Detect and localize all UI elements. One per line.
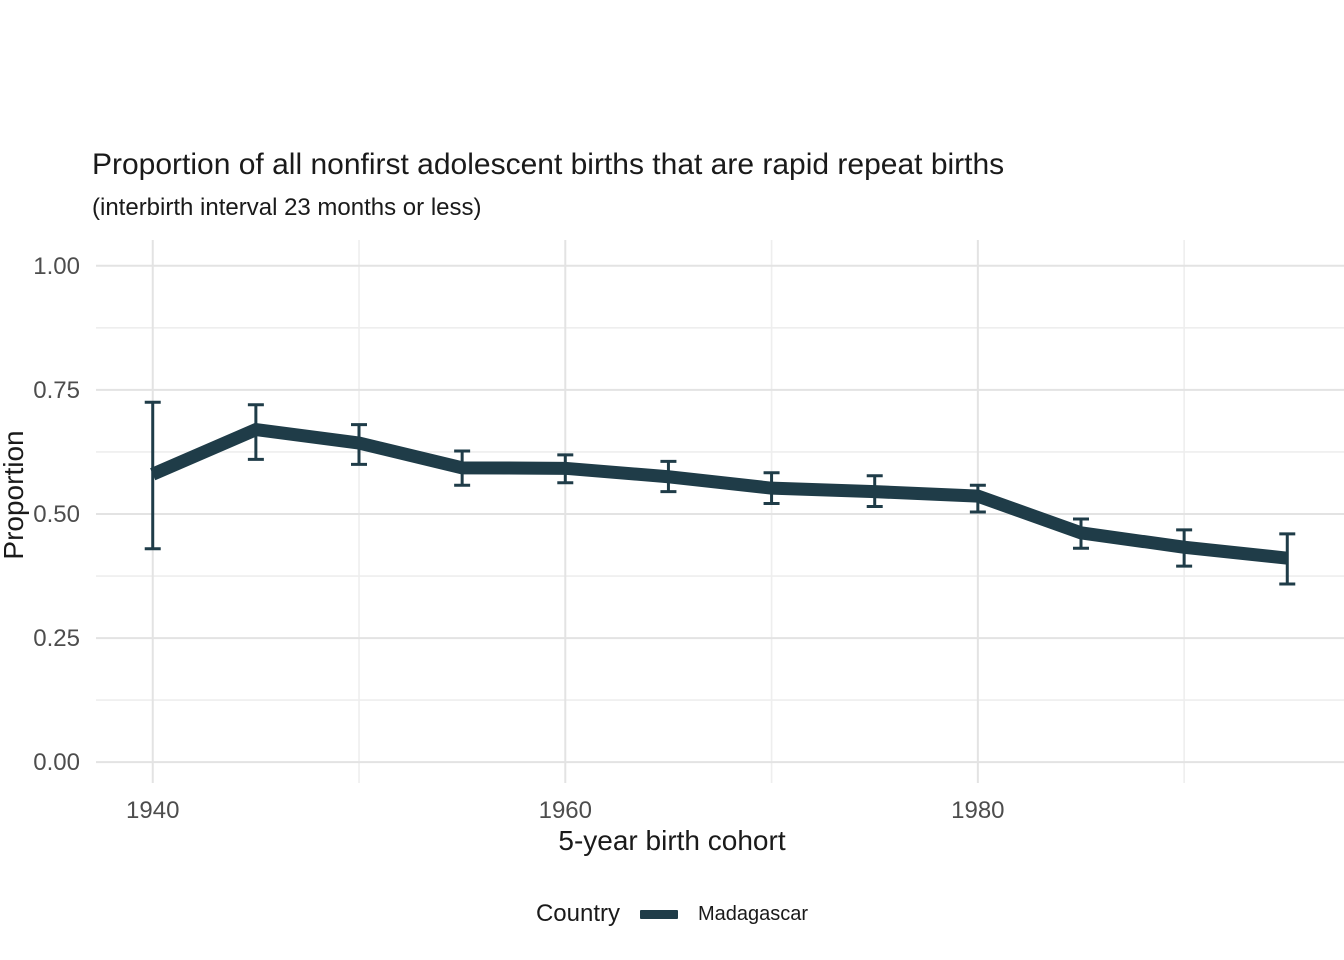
- y-tick-label: 0.25: [33, 625, 80, 652]
- chart-title: Proportion of all nonfirst adolescent bi…: [92, 148, 1005, 181]
- x-axis-title: 5-year birth cohort: [558, 825, 786, 856]
- legend-item-label: Madagascar: [697, 902, 809, 925]
- legend: Country Madagascar: [0, 900, 1344, 928]
- chart-subtitle: (interbirth interval 23 months or less): [92, 194, 482, 221]
- y-tick-label: 0.75: [33, 377, 80, 404]
- y-axis-title: Proportion: [0, 430, 29, 560]
- legend-line-swatch: [639, 909, 678, 919]
- x-tick-label: 1980: [951, 797, 1004, 824]
- x-tick-label: 1960: [539, 797, 592, 824]
- y-tick-label: 0.00: [33, 749, 80, 776]
- data-line-madagascar: [150, 422, 1288, 565]
- legend-title: Country: [535, 900, 620, 927]
- x-tick-label: 1940: [126, 797, 179, 824]
- y-tick-label: 0.50: [33, 501, 80, 528]
- y-tick-label: 1.00: [33, 253, 80, 280]
